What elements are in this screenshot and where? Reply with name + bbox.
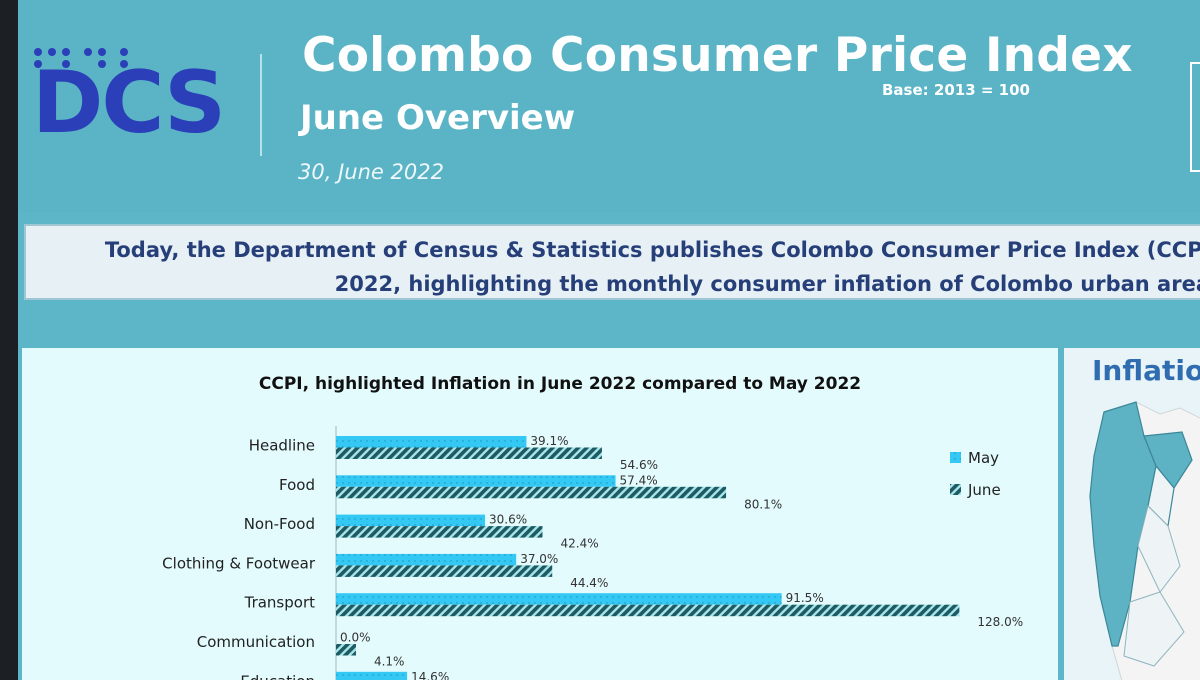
data-label-may: 0.0% [340, 631, 371, 645]
chart-title: CCPI, highlighted Inflation in June 2022… [259, 374, 861, 394]
data-label-june: 54.6% [620, 458, 658, 472]
bar-june [336, 604, 960, 617]
bar-june [336, 565, 553, 577]
data-label-may: 37.0% [520, 552, 558, 566]
bar-may [336, 436, 527, 448]
data-label-may: 14.6% [411, 670, 449, 680]
legend-label-june: June [967, 481, 1001, 499]
legend-label-may: May [968, 449, 999, 467]
data-label-june: 128.0% [977, 615, 1023, 629]
bar-may [336, 593, 782, 605]
bar-may [336, 514, 486, 527]
map-title: Inflation [1092, 354, 1200, 387]
intro-line-2: 2022, highlighting the monthly consumer … [334, 272, 1200, 296]
data-label-june: 4.1% [374, 655, 405, 669]
bar-may [336, 671, 408, 680]
publish-date: 30, June 2022 [298, 160, 444, 184]
header: DCS Colombo Consumer Price Index Base: 2… [18, 0, 1200, 212]
category-label: Communication [197, 633, 315, 651]
data-label-may: 57.4% [620, 473, 658, 487]
data-label-june: 42.4% [560, 537, 598, 551]
header-divider [260, 54, 262, 156]
page-subtitle: June Overview [300, 98, 576, 138]
bar-june [336, 486, 727, 499]
chart-panel: CCPI, highlighted Inflation in June 2022… [22, 348, 1058, 680]
category-label: Transport [244, 594, 316, 612]
bar-june [336, 644, 356, 656]
data-label-may: 30.6% [489, 513, 527, 527]
category-label: Food [279, 476, 315, 494]
data-label-may: 91.5% [786, 591, 824, 605]
page-title: Colombo Consumer Price Index [302, 28, 1133, 83]
logo-dots [32, 46, 152, 68]
category-label: Clothing & Footwear [162, 554, 316, 572]
data-label-june: 80.1% [744, 497, 782, 511]
header-side-box [1190, 62, 1200, 172]
data-label-june: 44.4% [570, 576, 608, 590]
bar-may [336, 475, 616, 487]
inflation-bar-chart: CCPI, highlighted Inflation in June 2022… [162, 374, 1023, 680]
map-panel: Inflation [1064, 348, 1200, 680]
legend-swatch-may [950, 452, 961, 463]
bar-june [336, 447, 602, 459]
dcs-logo: DCS [32, 46, 226, 146]
category-label: Non-Food [244, 515, 315, 533]
category-label: Education [240, 672, 315, 680]
intro-banner: Today, the Department of Census & Statis… [24, 224, 1200, 300]
intro-line-1: Today, the Department of Census & Statis… [104, 238, 1200, 262]
legend-swatch-june [950, 484, 961, 495]
logo-text: DCS [32, 53, 226, 153]
district-map [1089, 401, 1200, 680]
base-note: Base: 2013 = 100 [882, 81, 1030, 99]
bar-may [336, 553, 517, 566]
data-label-may: 39.1% [530, 434, 568, 448]
bar-june [336, 526, 543, 538]
category-label: Headline [249, 437, 315, 455]
ccpi-page: DCS Colombo Consumer Price Index Base: 2… [18, 0, 1200, 680]
